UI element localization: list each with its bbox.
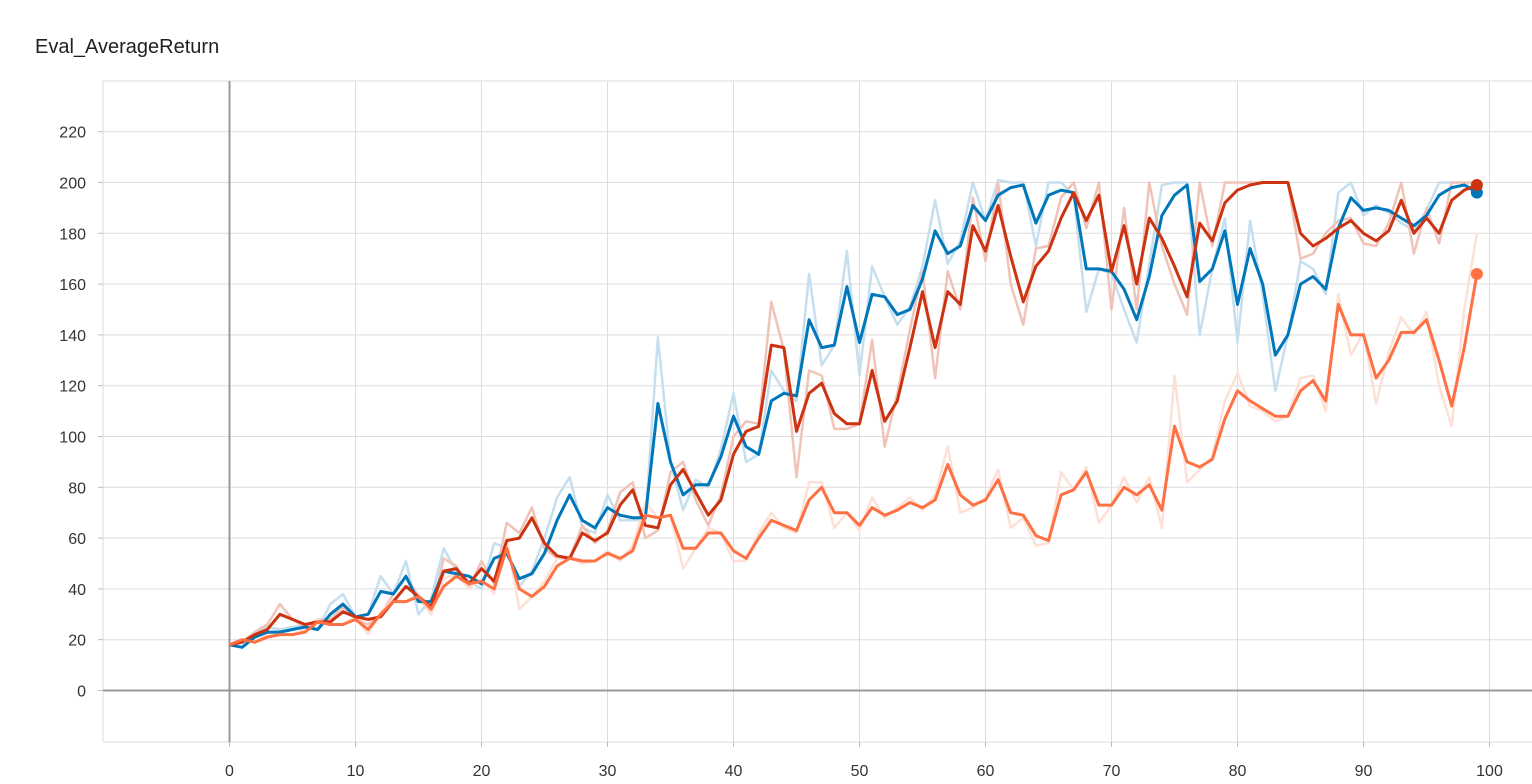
x-tick-label: 90 [1355,763,1373,780]
smoothed-series-line-2 [228,273,1479,647]
x-tick-label: 0 [225,763,234,780]
chart-title: Eval_AverageReturn [35,36,220,58]
y-tick-label: 180 [59,226,86,243]
y-tick-label: 200 [59,176,86,193]
grid-layer [102,80,1532,743]
x-tick-label: 30 [599,763,617,780]
smoothed-series-line-1 [229,181,1478,647]
x-tick-label: 60 [977,763,995,780]
x-tick-label: 20 [473,763,491,780]
y-tick-label: 40 [68,582,86,599]
x-tick-label: 40 [725,763,743,780]
y-tick-label: 140 [59,328,86,345]
y-tick-label: 160 [59,277,86,294]
y-tick-label: 60 [68,531,86,548]
y-tick-label: 0 [77,684,86,701]
series-end-marker-2 [1470,267,1483,280]
x-tick-label: 10 [347,763,365,780]
axis-layer [98,81,1532,747]
y-tick-label: 120 [59,379,86,396]
x-tick-label: 70 [1103,763,1121,780]
tick-labels: 0 10 20 30 40 50 60 70 80 90 100 0 20 40 60 80 100 120 140… [59,125,1503,780]
x-tick-label: 50 [851,763,869,780]
y-tick-label: 20 [68,633,86,650]
smoothed-series-line-0 [229,183,1478,649]
smoothed-series-layer [228,181,1479,649]
raw-series-line-2 [229,233,1479,646]
x-tick-label: 100 [1476,763,1503,780]
end-markers-layer [1470,179,1483,280]
x-tick-label: 80 [1229,763,1247,780]
y-tick-label: 100 [59,430,86,447]
y-tick-label: 80 [68,480,86,497]
series-end-marker-1 [1470,179,1483,192]
y-tick-label: 220 [59,125,86,142]
